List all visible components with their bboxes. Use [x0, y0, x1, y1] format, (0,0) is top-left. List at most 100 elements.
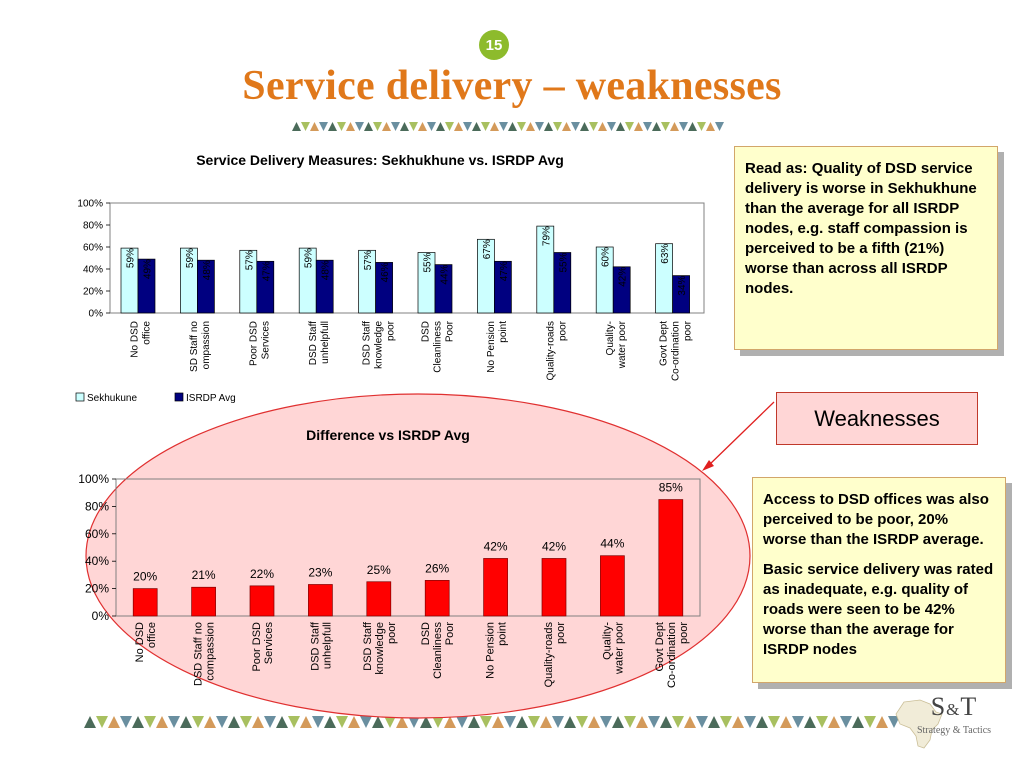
- x-category-label: DSD Staff knowledge poor: [361, 320, 396, 368]
- x-category-label-line: Poor: [445, 320, 456, 342]
- data-label: 59%: [126, 248, 137, 268]
- x-category-label-line: Poor DSD: [249, 321, 260, 366]
- data-label: 22%: [250, 567, 274, 581]
- data-label: 60%: [601, 247, 612, 267]
- data-label: 42%: [542, 539, 566, 553]
- data-label: 63%: [660, 244, 671, 264]
- bar-isrdp: [375, 262, 393, 314]
- legend-label-isrdp: ISRDP Avg: [186, 393, 236, 404]
- difference-chart-title: Difference vs ISRDP Avg: [306, 427, 470, 443]
- data-label: 55%: [558, 252, 569, 272]
- x-category-label: DSD Cleanliness Poor: [421, 320, 456, 372]
- note-findings: Access to DSD offices was also perceived…: [752, 477, 1006, 683]
- x-category-label-line: Services: [263, 622, 275, 665]
- data-label: 49%: [143, 259, 154, 279]
- x-category-label-line: poor: [682, 320, 693, 341]
- data-label: 26%: [425, 561, 449, 575]
- x-category-label-line: point: [497, 622, 509, 646]
- difference-plot-area: [115, 478, 701, 617]
- x-category-label-line: office: [142, 321, 153, 345]
- bar-isrdp: [553, 252, 572, 314]
- bar-difference: [658, 499, 684, 617]
- x-category-label: DSD Staff no compassion: [193, 622, 217, 686]
- note-read-as: Read as: Quality of DSD service delivery…: [734, 146, 998, 350]
- x-category-label-line: Quality-: [605, 321, 616, 355]
- data-label: 46%: [380, 262, 391, 282]
- logo-tagline: Strategy & Tactics: [916, 725, 992, 736]
- data-label: 21%: [192, 568, 216, 582]
- x-category-label-line: point: [498, 321, 509, 343]
- africa-map-icon: [895, 699, 943, 749]
- x-category-label-line: water poor: [613, 622, 625, 675]
- x-category-label: No Pension point: [485, 622, 509, 679]
- legend-label-sekhukune: Sekhukune: [87, 393, 137, 404]
- x-category-label-line: knowledge: [373, 321, 384, 369]
- y-tick-label: 60%: [83, 243, 103, 254]
- x-category-label-line: DSD Staff: [362, 621, 374, 671]
- slide-number-badge: 15: [479, 30, 509, 60]
- logo-wordmark: S&T: [904, 692, 1004, 725]
- x-category-label-line: Cleanliness: [432, 622, 444, 679]
- x-category-label: Quality-roads poor: [543, 622, 567, 688]
- note-findings-paragraph: Access to DSD offices was also perceived…: [763, 491, 989, 548]
- x-category-label-line: SD Staff no: [189, 321, 200, 372]
- bar-difference: [600, 555, 625, 617]
- data-label: 55%: [423, 252, 434, 272]
- bar-isrdp: [612, 266, 631, 314]
- x-category-label: Quality-water poor: [605, 320, 628, 369]
- x-category-label-line: poor: [678, 622, 690, 644]
- x-category-label-line: Poor DSD: [251, 622, 263, 672]
- x-category-label: Govt Dept Co-ordination poor: [654, 622, 690, 688]
- bar-isrdp: [256, 260, 275, 314]
- data-label: 57%: [363, 250, 374, 270]
- x-category-label-line: Govt Dept: [654, 622, 666, 672]
- bar-difference: [366, 581, 392, 617]
- x-category-label-line: compassion: [205, 622, 217, 681]
- y-tick-label: 20%: [83, 287, 103, 298]
- data-label: 85%: [659, 481, 683, 495]
- data-label: 42%: [618, 267, 629, 287]
- bar-difference: [191, 586, 216, 617]
- callout-arrow: [702, 401, 775, 471]
- slide-title: Service delivery – weaknesses: [242, 63, 782, 109]
- data-label: 57%: [244, 250, 255, 270]
- x-category-label-line: Services: [261, 321, 272, 359]
- x-category-label: DSD Staff unhelpfull: [308, 321, 331, 365]
- x-category-label: Poor DSD Services: [249, 321, 272, 366]
- x-category-label-line: Quality-roads: [543, 622, 555, 688]
- x-category-label-line: knowledge: [374, 622, 386, 675]
- x-category-label-line: unhelpfull: [321, 622, 333, 669]
- bar-difference: [249, 585, 275, 617]
- x-category-label-line: DSD Staff: [308, 321, 319, 365]
- bar-isrdp: [197, 259, 215, 314]
- bar-isrdp: [315, 259, 334, 314]
- x-category-label: No DSD office: [130, 321, 153, 358]
- x-category-label-line: Cleanliness: [433, 321, 444, 373]
- x-category-label-line: DSD Staff: [361, 321, 372, 365]
- bar-difference: [308, 584, 333, 617]
- bar-isrdp: [434, 264, 453, 314]
- x-category-label: SD Staff no ompassion: [189, 321, 212, 372]
- data-label: 48%: [321, 260, 332, 280]
- y-tick-label: 40%: [83, 265, 103, 276]
- y-tick-label: 100%: [77, 199, 103, 210]
- x-category-label-line: unhelpfull: [320, 321, 331, 364]
- x-category-label: No Pension point: [486, 321, 509, 373]
- data-label: 48%: [202, 260, 213, 280]
- data-label: 59%: [185, 248, 196, 268]
- x-category-label-line: poor: [385, 320, 396, 341]
- x-category-label: Quality-roads poor: [546, 320, 569, 380]
- highlight-ellipse: [85, 393, 751, 719]
- bar-difference: [483, 558, 508, 617]
- comparison-legend: Sekhukune ISRDP Avg: [75, 392, 236, 404]
- x-category-label-line: Govt Dept: [658, 321, 669, 366]
- x-category-label: Poor DSD Services: [251, 622, 275, 672]
- y-tick-label: 100%: [78, 472, 109, 486]
- data-label: 34%: [677, 275, 688, 295]
- x-category-label-line: DSD: [421, 321, 432, 342]
- data-label: 47%: [499, 261, 510, 281]
- x-category-label-line: Poor: [444, 622, 456, 646]
- x-category-label-line: office: [146, 622, 158, 648]
- y-tick-label: 0%: [89, 309, 104, 320]
- logo-letter-s: S: [930, 692, 947, 721]
